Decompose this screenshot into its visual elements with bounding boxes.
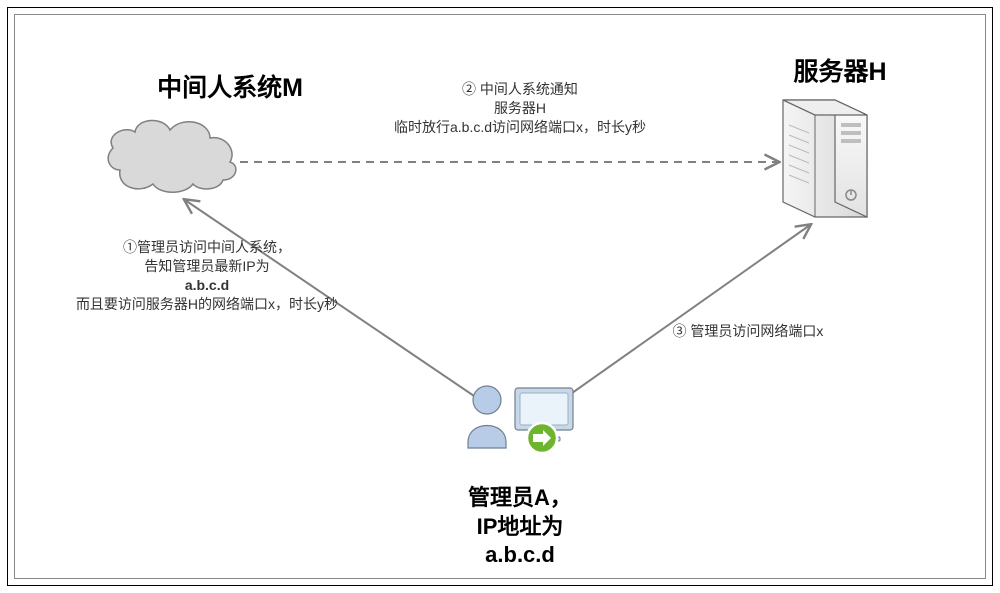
admin-title: 管理员A， IP地址为 a.b.c.d [430, 484, 610, 570]
edge-1-label: ①管理员访问中间人系统， 告知管理员最新IP为 a.b.c.d 而且要访问服务器… [62, 238, 352, 314]
admin-title-l1: 管理员A， [430, 484, 610, 513]
middleman-title: 中间人系统M [130, 68, 330, 104]
server-title: 服务器H [770, 52, 910, 88]
edge-3-line [565, 225, 810, 398]
admin-icon [468, 386, 573, 453]
cloud-icon [108, 120, 236, 192]
edge-3-label: ③ 管理员访问网络端口x [648, 322, 848, 341]
admin-title-l3: a.b.c.d [430, 541, 610, 570]
admin-title-l2: IP地址为 [430, 513, 610, 542]
server-icon [783, 100, 867, 217]
edge-2-label: ② 中间人系统通知 服务器H 临时放行a.b.c.d访问网络端口x，时长y秒 [360, 80, 680, 137]
